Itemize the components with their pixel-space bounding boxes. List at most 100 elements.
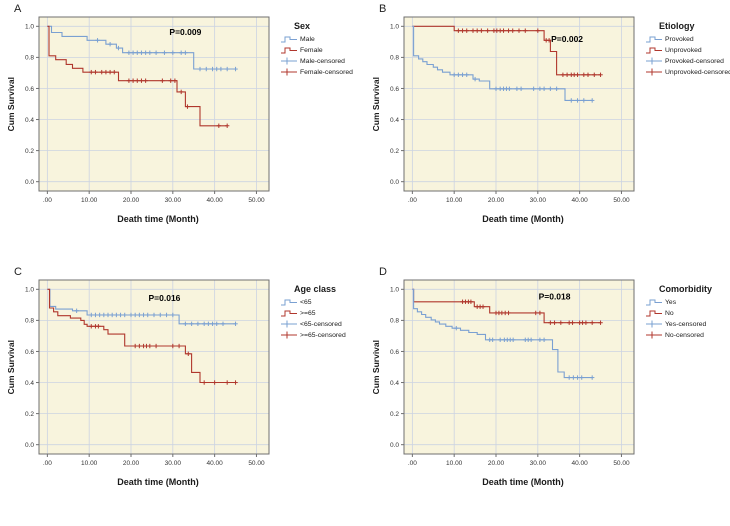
legend-line-icon	[646, 310, 662, 317]
legend-item-label: >=65-censored	[300, 331, 346, 339]
legend-item-label: Unprovoked-censored	[665, 68, 730, 76]
y-tick-label: 0.8	[25, 55, 34, 62]
legend: Age class <65 >=65 <65-censored >=65-censor…	[277, 276, 368, 487]
y-tick-label: 0.2	[390, 411, 399, 418]
x-tick-label: 40.00	[206, 460, 223, 467]
plot-background	[404, 280, 634, 454]
survival-curve	[412, 288, 593, 379]
legend-title: Etiology	[659, 21, 695, 31]
x-tick-label: 30.00	[165, 197, 182, 204]
survival-plot: .00 10.00 20.00 30.00 40.00 50.00 0.0 0.2 0.4 0.6…	[25, 16, 270, 204]
legend-item-label: Female	[300, 46, 323, 54]
legend-item: >=65	[280, 308, 368, 318]
y-axis-title: Cum Survival	[370, 77, 381, 132]
legend-item: Female-censored	[280, 67, 368, 77]
legend-item-label: Unprovoked	[665, 46, 702, 54]
legend-item-label: <65-censored	[300, 320, 342, 328]
survival-plot: .00 10.00 20.00 30.00 40.00 50.00 0.0 0.2 0.4 0.6…	[390, 279, 635, 467]
plot-frame	[403, 16, 635, 192]
legend-censor-icon	[646, 331, 662, 339]
legend-title: Sex	[294, 21, 311, 31]
legend-item-label: Yes	[665, 298, 677, 306]
legend-title: Age class	[294, 284, 337, 294]
legend-line-icon	[646, 299, 662, 306]
legend-title: Comorbidity	[659, 284, 712, 294]
y-tick-label: 0.6	[390, 349, 399, 356]
y-tick-label: 1.0	[25, 24, 34, 31]
x-axis-title: Death time (Month)	[482, 477, 564, 487]
x-tick-label: .00	[408, 460, 417, 467]
x-tick-label: 40.00	[571, 197, 588, 204]
legend-item: Provoked	[645, 34, 730, 44]
legend-line-icon	[281, 36, 297, 43]
y-tick-label: 0.8	[390, 55, 399, 62]
x-tick-label: 20.00	[123, 197, 140, 204]
panel-c-age-class: C Cum Survival .00 10.00 20.00 30.00 40.00 50…	[0, 263, 365, 526]
legend: Comorbidity Yes No Yes-censored No-censored	[642, 276, 730, 487]
y-tick-label: 0.0	[390, 179, 399, 186]
x-tick-label: 30.00	[530, 460, 547, 467]
y-tick-label: 0.0	[390, 442, 399, 449]
legend-items: <65 >=65 <65-censored >=65-censored	[280, 297, 368, 340]
y-tick-label: 0.0	[25, 179, 34, 186]
x-tick-label: .00	[43, 197, 52, 204]
x-tick-label: 40.00	[206, 197, 223, 204]
legend-item: >=65-censored	[280, 330, 368, 340]
p-value-annotation: P=0.018	[539, 291, 571, 301]
x-axis-title: Death time (Month)	[117, 214, 199, 224]
panel-label: C	[14, 266, 22, 278]
x-tick-label: .00	[408, 197, 417, 204]
p-value-annotation: P=0.016	[149, 293, 181, 303]
y-tick-label: 1.0	[25, 287, 34, 294]
chart-area: Cum Survival .00 10.00 20.00 30.00 40.00 50.0…	[4, 13, 368, 224]
y-tick-label: 0.4	[25, 117, 34, 124]
legend-items: Provoked Unprovoked Provoked-censored Unpro…	[645, 34, 730, 77]
chart-area: Cum Survival .00 10.00 20.00 30.00 40.00 50.0…	[4, 276, 368, 487]
legend-item-label: >=65	[300, 309, 316, 317]
legend-item: Provoked-censored	[645, 56, 730, 66]
y-tick-label: 0.2	[25, 411, 34, 418]
x-tick-label: 30.00	[530, 197, 547, 204]
legend-item: <65-censored	[280, 319, 368, 329]
legend-censor-icon	[646, 68, 662, 76]
legend-item: Unprovoked	[645, 45, 730, 55]
survival-plot: .00 10.00 20.00 30.00 40.00 50.00 0.0 0.2 0.4 0.6…	[390, 16, 635, 204]
legend-line-icon	[281, 47, 297, 54]
y-tick-label: 0.8	[25, 318, 34, 325]
legend-line-icon	[281, 299, 297, 306]
chart-area: Cum Survival .00 10.00 20.00 30.00 40.00 50.0…	[369, 276, 730, 487]
legend-item: <65	[280, 297, 368, 307]
survival-curve	[412, 25, 593, 101]
legend-item: Female	[280, 45, 368, 55]
legend-items: Yes No Yes-censored No-censored	[645, 297, 730, 340]
x-tick-label: 20.00	[123, 460, 140, 467]
legend-item-label: Male-censored	[300, 57, 345, 65]
legend-line-icon	[281, 310, 297, 317]
x-tick-label: 50.00	[248, 460, 265, 467]
legend-item: Male-censored	[280, 56, 368, 66]
x-tick-label: 20.00	[488, 460, 505, 467]
y-tick-label: 0.4	[390, 117, 399, 124]
y-tick-label: 0.2	[25, 148, 34, 155]
panel-label: A	[14, 3, 22, 15]
legend-item-label: Yes-censored	[665, 320, 707, 328]
x-axis-title: Death time (Month)	[117, 477, 199, 487]
legend-item: Male	[280, 34, 368, 44]
x-tick-label: 10.00	[446, 460, 463, 467]
legend-censor-icon	[646, 57, 662, 65]
legend-censor-icon	[281, 57, 297, 65]
legend-censor-icon	[646, 320, 662, 328]
p-value-annotation: P=0.009	[169, 27, 201, 37]
legend-item-label: No-censored	[665, 331, 704, 339]
panel-b-etiology: B Cum Survival .00 10.00 20.00 30.00 40.00 50…	[365, 0, 730, 263]
plot-frame	[403, 279, 635, 455]
legend-item-label: Male	[300, 35, 315, 43]
y-tick-label: 0.4	[25, 380, 34, 387]
legend-item-label: No	[665, 309, 674, 317]
y-tick-label: 0.6	[390, 86, 399, 93]
y-tick-label: 0.4	[390, 380, 399, 387]
legend-line-icon	[646, 47, 662, 54]
y-tick-label: 0.2	[390, 148, 399, 155]
legend-censor-icon	[281, 331, 297, 339]
